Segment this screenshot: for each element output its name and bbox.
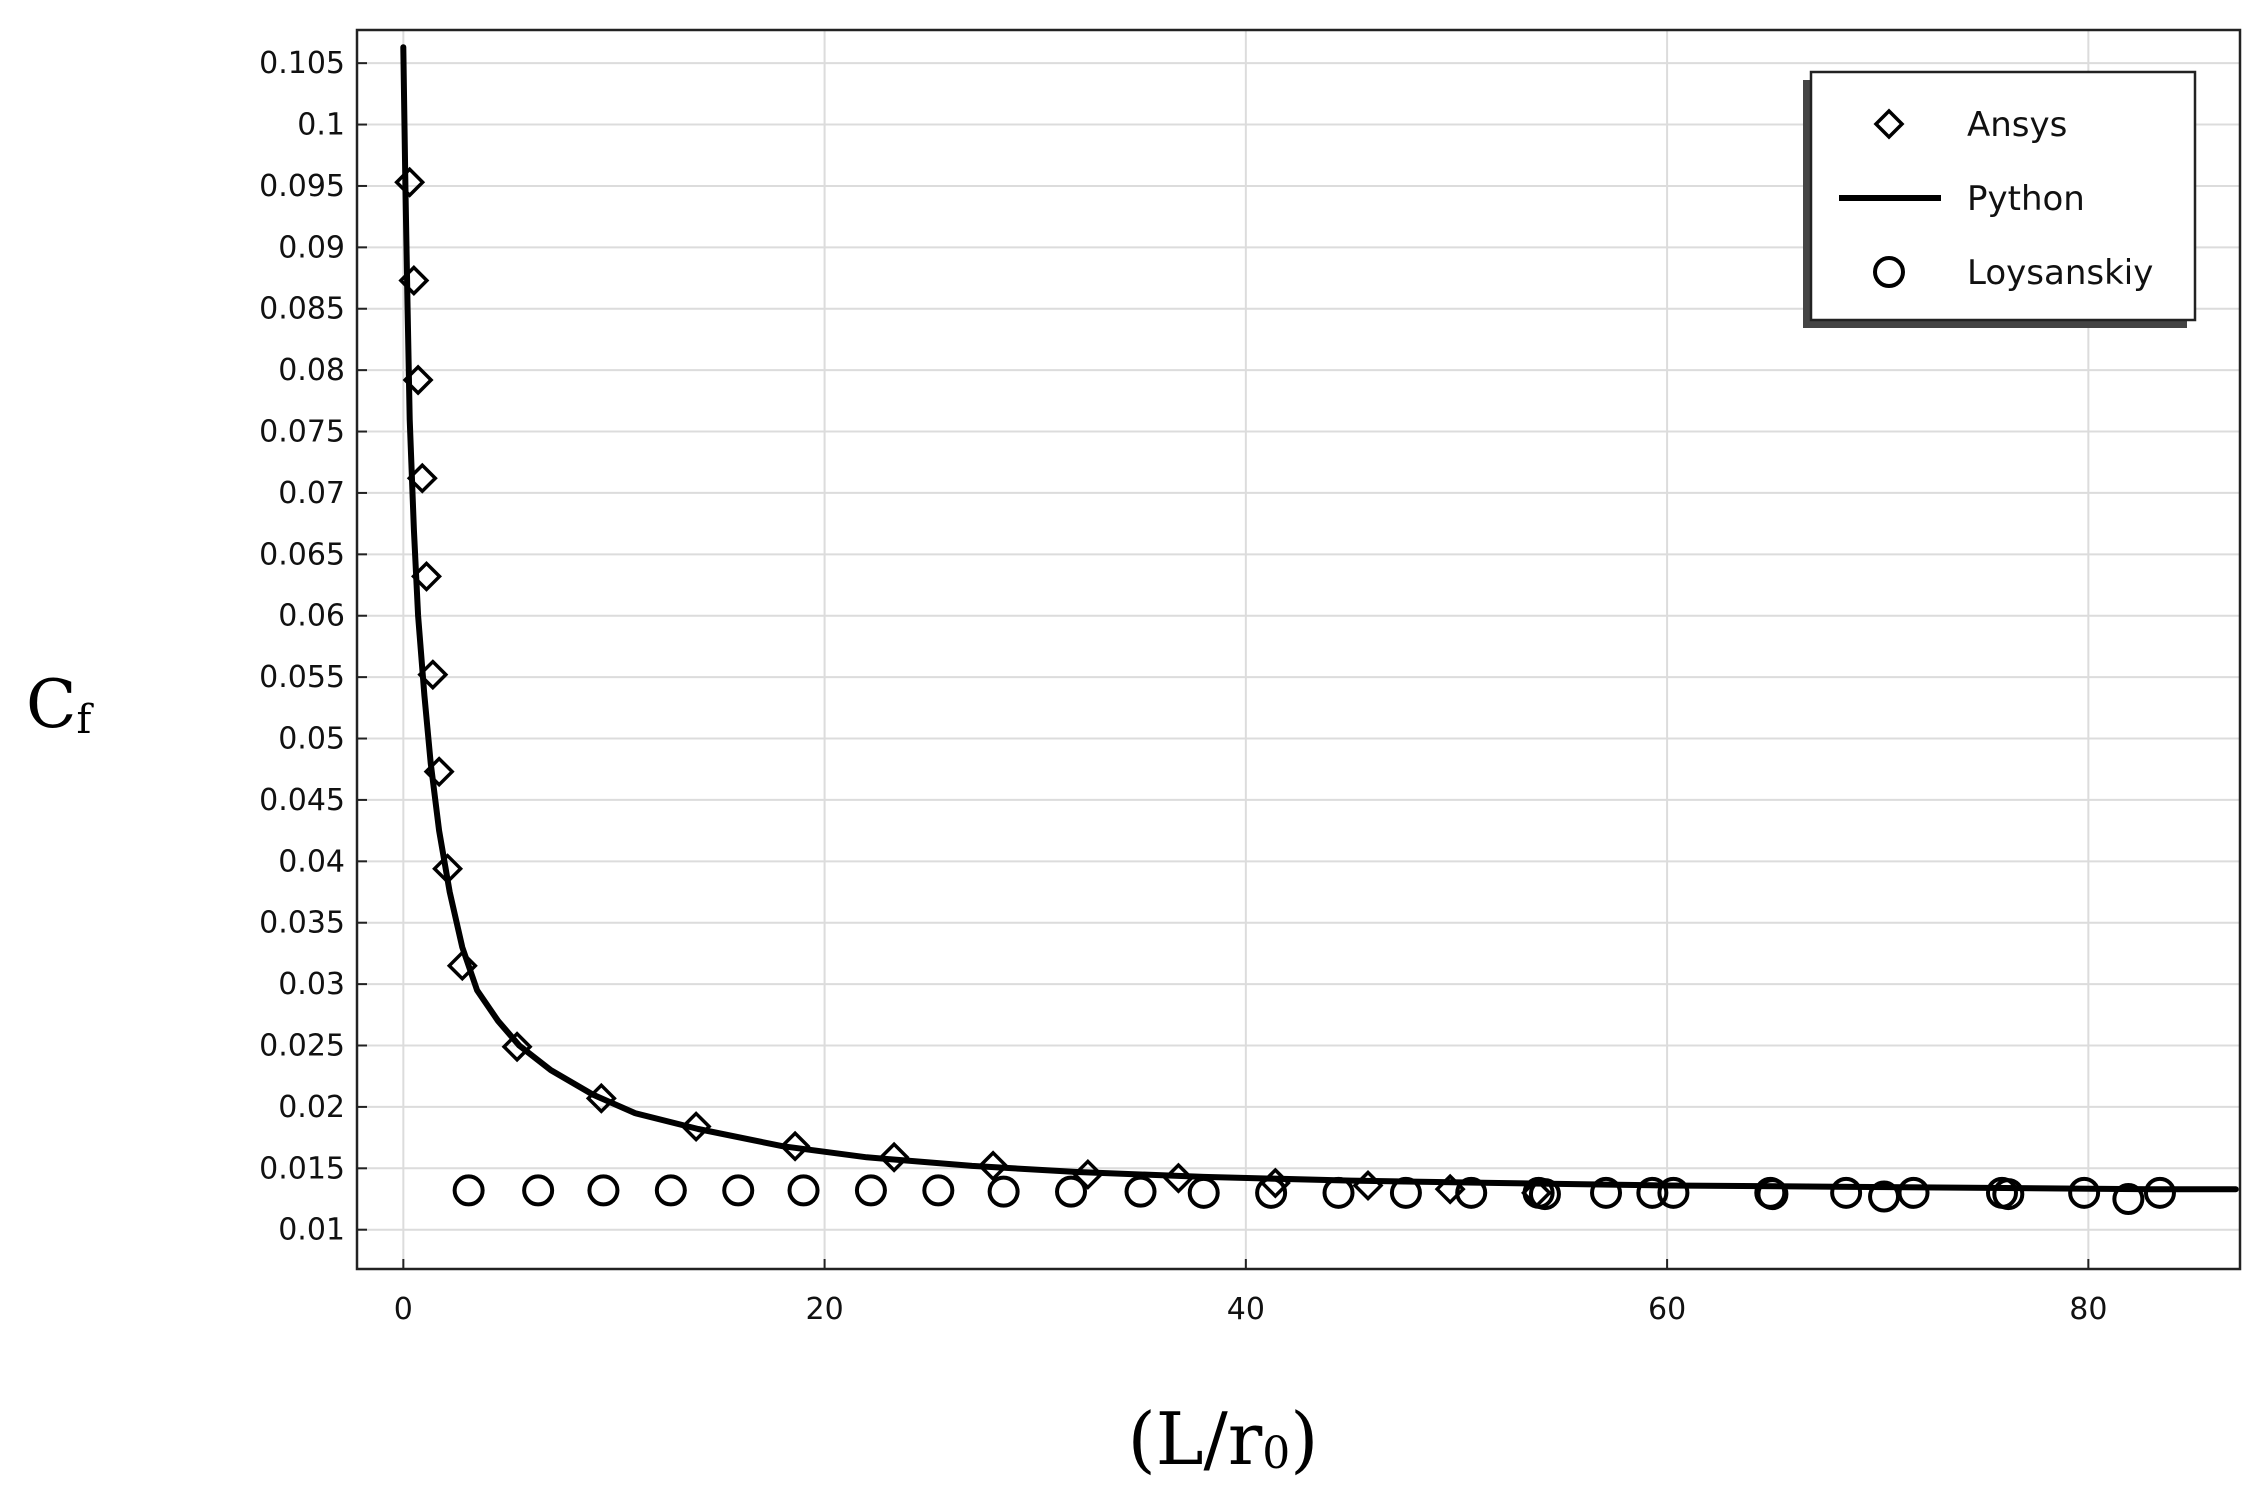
y-tick-label: 0.06: [278, 599, 345, 634]
loysanskiy-point: [1830, 1176, 1863, 1209]
loysanskiy-point: [654, 1174, 687, 1207]
loysanskiy-point: [2068, 1176, 2101, 1209]
y-tick-label: 0.09: [278, 230, 345, 265]
loysanskiy-point: [522, 1174, 555, 1207]
y-tick-label: 0.035: [259, 906, 345, 941]
x-tick-label: 80: [2069, 1292, 2107, 1327]
y-tick-label: 0.015: [259, 1151, 345, 1186]
y-tick-label: 0.065: [259, 537, 345, 572]
ansys-point: [680, 1111, 712, 1143]
y-tick-label: 0.075: [259, 415, 345, 450]
loysanskiy-point: [1187, 1176, 1220, 1209]
y-axis-title: Cf: [26, 666, 95, 743]
legend-ansys-label: Ansys: [1967, 105, 2067, 145]
y-axis-title-subscript: f: [77, 697, 95, 743]
loysanskiy-point: [1389, 1176, 1422, 1209]
loysanskiy-point: [452, 1174, 485, 1207]
loysanskiy-point: [1255, 1176, 1288, 1209]
loysanskiy-point: [2143, 1176, 2176, 1209]
ansys-point: [501, 1031, 533, 1063]
x-tick-label: 60: [1648, 1292, 1686, 1327]
loysanskiy-point: [722, 1174, 755, 1207]
x-tick-label: 0: [394, 1292, 413, 1327]
ansys-point: [446, 950, 478, 982]
loysanskiy-point: [1636, 1176, 1669, 1209]
y-tick-label: 0.085: [259, 292, 345, 327]
x-axis-title-main: (L/r: [1128, 1397, 1263, 1481]
y-tick-label: 0.105: [259, 46, 345, 81]
loysanskiy-point: [987, 1175, 1020, 1208]
y-tick-label: 0.025: [259, 1029, 345, 1064]
loysanskiy-point: [1455, 1176, 1488, 1209]
loysanskiy-point: [1124, 1175, 1157, 1208]
x-axis-title-close: ): [1290, 1397, 1318, 1481]
ansys-point: [977, 1150, 1009, 1182]
y-tick-label: 0.03: [278, 967, 345, 1002]
y-axis-ticks: 0.01 0.015 0.02 0.025 0.03 0.035 0.04 0.045 0.05…: [259, 46, 367, 1248]
loysanskiy-point: [854, 1174, 887, 1207]
y-tick-label: 0.02: [278, 1090, 345, 1125]
y-tick-label: 0.01: [278, 1213, 345, 1248]
ansys-point: [878, 1141, 910, 1173]
ansys-point: [779, 1130, 811, 1162]
y-tick-label: 0.05: [278, 722, 345, 757]
x-axis-title-subscript: 0: [1262, 1428, 1290, 1479]
loysanskiy-point: [1590, 1176, 1623, 1209]
loysanskiy-point: [1756, 1178, 1789, 1211]
loysanskiy-point: [2112, 1183, 2145, 1216]
y-tick-label: 0.095: [259, 169, 345, 204]
x-tick-label: 20: [805, 1292, 843, 1327]
loysanskiy-point: [787, 1174, 820, 1207]
grid: [357, 30, 2240, 1269]
y-axis-title-main: C: [26, 666, 77, 743]
loysanskiy-point: [587, 1174, 620, 1207]
y-tick-label: 0.04: [278, 844, 345, 879]
loysanskiy-point: [922, 1174, 955, 1207]
series-layer: [394, 44, 2239, 1216]
loysanskiy-point: [1992, 1178, 2025, 1211]
legend: Ansys Python Loysanskiy: [1803, 70, 2197, 328]
legend-python-label: Python: [1967, 179, 2085, 219]
legend-loysanskiy-marker: [1873, 256, 1905, 288]
x-axis-ticks: 0 20 40 60 80: [394, 1259, 2107, 1327]
loysanskiy-point: [1657, 1176, 1690, 1209]
x-axis-title: (L/r0): [1128, 1397, 1319, 1481]
loysanskiy-point: [1868, 1180, 1901, 1213]
y-tick-label: 0.045: [259, 783, 345, 818]
y-tick-label: 0.055: [259, 660, 345, 695]
y-tick-label: 0.08: [278, 353, 345, 388]
y-tick-label: 0.1: [297, 108, 345, 143]
loysanskiy-point: [1322, 1176, 1355, 1209]
plot-frame: [355, 28, 2242, 1271]
ansys-point: [394, 166, 426, 198]
legend-loysanskiy-label: Loysanskiy: [1967, 253, 2153, 293]
loysanskiy-point: [1528, 1178, 1561, 1211]
x-tick-label: 40: [1227, 1292, 1265, 1327]
y-tick-label: 0.07: [278, 476, 345, 511]
loysanskiy-point: [1055, 1175, 1088, 1208]
legend-ansys-marker: [1873, 108, 1905, 140]
